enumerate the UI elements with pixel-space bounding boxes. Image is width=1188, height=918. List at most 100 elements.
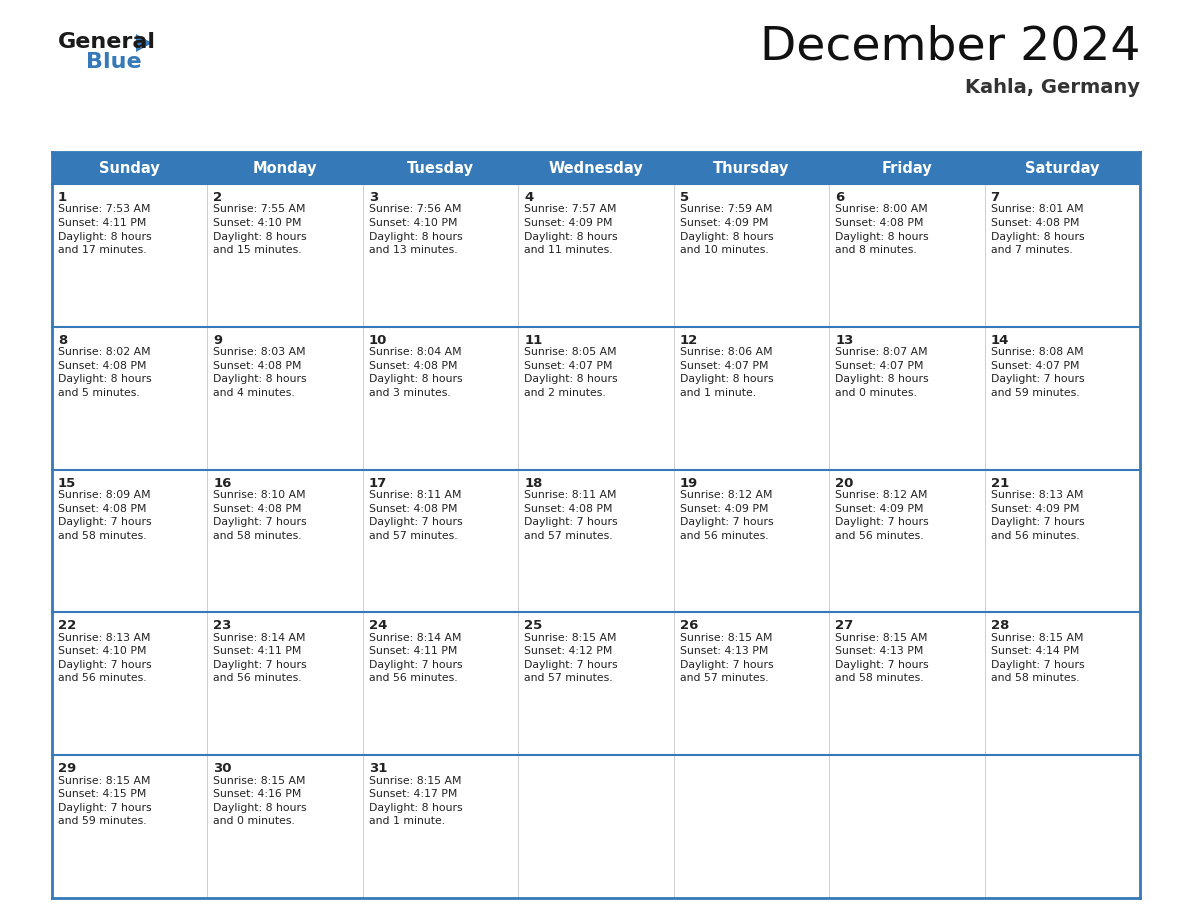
Text: Sunrise: 7:55 AM: Sunrise: 7:55 AM bbox=[214, 205, 307, 215]
Text: Daylight: 7 hours: Daylight: 7 hours bbox=[368, 660, 462, 670]
Text: Sunrise: 8:15 AM: Sunrise: 8:15 AM bbox=[835, 633, 928, 643]
Text: and 56 minutes.: and 56 minutes. bbox=[835, 531, 924, 541]
Text: 24: 24 bbox=[368, 620, 387, 633]
Bar bbox=[518, 152, 674, 184]
Text: Sunrise: 7:56 AM: Sunrise: 7:56 AM bbox=[368, 205, 461, 215]
Text: Sunrise: 7:57 AM: Sunrise: 7:57 AM bbox=[524, 205, 617, 215]
Text: and 1 minute.: and 1 minute. bbox=[680, 387, 756, 397]
Bar bbox=[362, 327, 518, 470]
Text: Sunrise: 8:14 AM: Sunrise: 8:14 AM bbox=[368, 633, 461, 643]
Text: Daylight: 7 hours: Daylight: 7 hours bbox=[680, 517, 773, 527]
Text: 29: 29 bbox=[58, 762, 76, 775]
Text: 8: 8 bbox=[58, 334, 68, 347]
Text: Daylight: 8 hours: Daylight: 8 hours bbox=[58, 375, 152, 385]
Text: 13: 13 bbox=[835, 334, 853, 347]
Text: Sunrise: 7:53 AM: Sunrise: 7:53 AM bbox=[58, 205, 151, 215]
Text: Daylight: 8 hours: Daylight: 8 hours bbox=[835, 231, 929, 241]
Text: Sunrise: 8:15 AM: Sunrise: 8:15 AM bbox=[680, 633, 772, 643]
Text: and 17 minutes.: and 17 minutes. bbox=[58, 245, 146, 255]
Text: Daylight: 7 hours: Daylight: 7 hours bbox=[835, 517, 929, 527]
Text: and 57 minutes.: and 57 minutes. bbox=[368, 531, 457, 541]
Text: 7: 7 bbox=[991, 191, 999, 204]
Text: Sunset: 4:11 PM: Sunset: 4:11 PM bbox=[214, 646, 302, 656]
Text: and 4 minutes.: and 4 minutes. bbox=[214, 387, 295, 397]
Text: 27: 27 bbox=[835, 620, 853, 633]
Text: 6: 6 bbox=[835, 191, 845, 204]
Text: Sunrise: 8:12 AM: Sunrise: 8:12 AM bbox=[835, 490, 928, 500]
Text: Sunset: 4:09 PM: Sunset: 4:09 PM bbox=[680, 218, 769, 228]
Text: Sunset: 4:16 PM: Sunset: 4:16 PM bbox=[214, 789, 302, 800]
Text: December 2024: December 2024 bbox=[759, 25, 1140, 70]
Text: and 59 minutes.: and 59 minutes. bbox=[58, 816, 146, 826]
Text: Sunset: 4:08 PM: Sunset: 4:08 PM bbox=[368, 361, 457, 371]
Text: 30: 30 bbox=[214, 762, 232, 775]
Text: Tuesday: Tuesday bbox=[407, 161, 474, 175]
Text: and 1 minute.: and 1 minute. bbox=[368, 816, 446, 826]
Text: 11: 11 bbox=[524, 334, 543, 347]
Bar bbox=[362, 756, 518, 898]
Text: and 56 minutes.: and 56 minutes. bbox=[368, 674, 457, 683]
Bar bbox=[52, 470, 208, 612]
Text: Wednesday: Wednesday bbox=[549, 161, 644, 175]
Text: Sunrise: 8:15 AM: Sunrise: 8:15 AM bbox=[214, 776, 307, 786]
Text: Sunset: 4:09 PM: Sunset: 4:09 PM bbox=[835, 504, 923, 513]
Bar bbox=[985, 327, 1140, 470]
Text: 1: 1 bbox=[58, 191, 68, 204]
Text: and 56 minutes.: and 56 minutes. bbox=[991, 531, 1079, 541]
Bar bbox=[985, 470, 1140, 612]
Text: Sunset: 4:08 PM: Sunset: 4:08 PM bbox=[524, 504, 613, 513]
Bar bbox=[674, 470, 829, 612]
Text: and 10 minutes.: and 10 minutes. bbox=[680, 245, 769, 255]
Text: 23: 23 bbox=[214, 620, 232, 633]
Bar bbox=[52, 184, 208, 327]
Bar bbox=[829, 184, 985, 327]
Text: 3: 3 bbox=[368, 191, 378, 204]
Bar bbox=[985, 184, 1140, 327]
Text: Sunset: 4:07 PM: Sunset: 4:07 PM bbox=[680, 361, 769, 371]
Text: Blue: Blue bbox=[86, 52, 141, 72]
Bar bbox=[52, 756, 208, 898]
Text: Sunrise: 8:11 AM: Sunrise: 8:11 AM bbox=[524, 490, 617, 500]
Text: Sunset: 4:10 PM: Sunset: 4:10 PM bbox=[58, 646, 146, 656]
Text: Friday: Friday bbox=[881, 161, 933, 175]
Text: Daylight: 7 hours: Daylight: 7 hours bbox=[368, 517, 462, 527]
Text: and 56 minutes.: and 56 minutes. bbox=[680, 531, 769, 541]
Text: Kahla, Germany: Kahla, Germany bbox=[965, 78, 1140, 97]
Text: Daylight: 8 hours: Daylight: 8 hours bbox=[368, 802, 462, 812]
Bar bbox=[674, 327, 829, 470]
Text: Sunrise: 8:01 AM: Sunrise: 8:01 AM bbox=[991, 205, 1083, 215]
Bar bbox=[829, 470, 985, 612]
Text: and 58 minutes.: and 58 minutes. bbox=[58, 531, 146, 541]
Text: and 58 minutes.: and 58 minutes. bbox=[991, 674, 1079, 683]
Text: Daylight: 7 hours: Daylight: 7 hours bbox=[524, 517, 618, 527]
Text: Sunset: 4:17 PM: Sunset: 4:17 PM bbox=[368, 789, 457, 800]
Text: and 56 minutes.: and 56 minutes. bbox=[214, 674, 302, 683]
Text: 18: 18 bbox=[524, 476, 543, 489]
Text: Sunrise: 8:09 AM: Sunrise: 8:09 AM bbox=[58, 490, 151, 500]
Text: Sunrise: 8:15 AM: Sunrise: 8:15 AM bbox=[991, 633, 1083, 643]
Text: Daylight: 7 hours: Daylight: 7 hours bbox=[214, 517, 307, 527]
Text: Daylight: 8 hours: Daylight: 8 hours bbox=[680, 231, 773, 241]
Text: Daylight: 7 hours: Daylight: 7 hours bbox=[524, 660, 618, 670]
Text: and 5 minutes.: and 5 minutes. bbox=[58, 387, 140, 397]
Text: Sunrise: 8:04 AM: Sunrise: 8:04 AM bbox=[368, 347, 461, 357]
Text: Daylight: 8 hours: Daylight: 8 hours bbox=[58, 231, 152, 241]
Text: 21: 21 bbox=[991, 476, 1009, 489]
Text: Daylight: 8 hours: Daylight: 8 hours bbox=[214, 802, 307, 812]
Text: Sunset: 4:07 PM: Sunset: 4:07 PM bbox=[835, 361, 923, 371]
Bar bbox=[518, 184, 674, 327]
Text: and 2 minutes.: and 2 minutes. bbox=[524, 387, 606, 397]
Text: Sunset: 4:11 PM: Sunset: 4:11 PM bbox=[368, 646, 457, 656]
Text: and 57 minutes.: and 57 minutes. bbox=[524, 674, 613, 683]
Text: Sunrise: 8:12 AM: Sunrise: 8:12 AM bbox=[680, 490, 772, 500]
Text: Sunrise: 8:11 AM: Sunrise: 8:11 AM bbox=[368, 490, 461, 500]
Text: 22: 22 bbox=[58, 620, 76, 633]
Text: Sunset: 4:13 PM: Sunset: 4:13 PM bbox=[835, 646, 923, 656]
Text: Sunrise: 8:06 AM: Sunrise: 8:06 AM bbox=[680, 347, 772, 357]
Bar bbox=[52, 327, 208, 470]
Bar bbox=[985, 612, 1140, 756]
Text: Daylight: 7 hours: Daylight: 7 hours bbox=[835, 660, 929, 670]
Bar bbox=[829, 327, 985, 470]
Text: 17: 17 bbox=[368, 476, 387, 489]
Text: Daylight: 8 hours: Daylight: 8 hours bbox=[835, 375, 929, 385]
